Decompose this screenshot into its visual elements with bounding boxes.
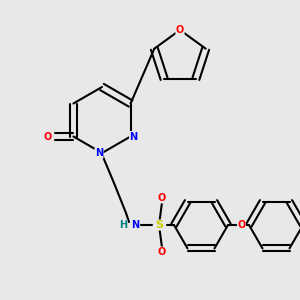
Text: H: H bbox=[119, 220, 127, 230]
Text: N: N bbox=[95, 148, 103, 158]
Text: N: N bbox=[131, 220, 139, 230]
Text: S: S bbox=[155, 220, 163, 230]
Text: N: N bbox=[130, 131, 138, 142]
Text: O: O bbox=[158, 247, 166, 257]
Text: O: O bbox=[237, 220, 246, 230]
Text: O: O bbox=[176, 25, 184, 35]
Text: O: O bbox=[158, 193, 166, 203]
Text: O: O bbox=[44, 131, 52, 142]
